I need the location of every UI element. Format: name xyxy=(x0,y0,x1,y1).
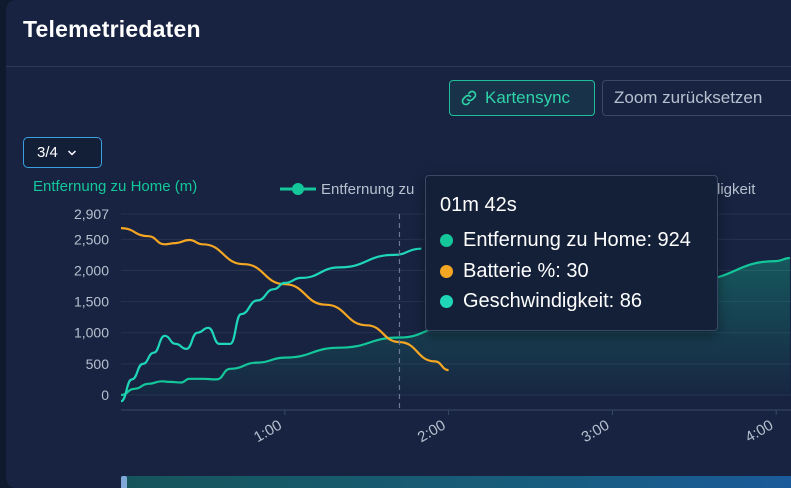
x-tick-label: 4:00 xyxy=(742,417,776,446)
y-axis-label: Entfernung zu Home (m) xyxy=(33,178,197,195)
link-icon xyxy=(461,90,477,106)
legend-label-distance: Entfernung zu xyxy=(321,181,414,198)
y-tick-label: 1,000 xyxy=(74,325,109,341)
tooltip-text-speed: Geschwindigkeit: 86 xyxy=(463,290,642,312)
x-tick-label: 1:00 xyxy=(251,417,285,446)
tooltip-row-speed: Geschwindigkeit: 86 xyxy=(440,290,642,313)
y-tick-label: 2,000 xyxy=(74,262,109,278)
chart-tooltip: 01m 42s Entfernung zu Home: 924 Batterie… xyxy=(425,175,718,331)
map-sync-button[interactable]: Kartensync xyxy=(449,80,595,116)
map-sync-label: Kartensync xyxy=(485,88,571,107)
reset-zoom-button[interactable]: Zoom zurücksetzen xyxy=(602,80,791,116)
tooltip-time: 01m 42s xyxy=(440,194,517,216)
reset-zoom-label: Zoom zurücksetzen xyxy=(614,88,763,107)
chevron-down-icon xyxy=(67,149,76,156)
panel-header: Telemetriedaten xyxy=(6,0,791,67)
legend-label-speed: digkeit xyxy=(712,181,756,198)
tooltip-text-battery: Batterie %: 30 xyxy=(463,260,589,282)
y-tick-label: 0 xyxy=(101,387,109,403)
x-tick-label: 3:00 xyxy=(579,417,613,446)
x-axis-ticks: 1:00 2:00 3:00 4:00 xyxy=(251,410,777,446)
y-tick-label: 1,500 xyxy=(74,294,109,310)
brush-range[interactable] xyxy=(124,476,791,488)
y-tick-label: 2,907 xyxy=(74,206,109,222)
chart-legend[interactable]: Entfernung zu digkeit xyxy=(280,181,756,198)
y-axis-ticks: 2,907 2,500 2,000 1,500 1,000 500 0 xyxy=(74,206,109,403)
panel-title: Telemetriedaten xyxy=(23,16,201,42)
legend-marker-distance xyxy=(292,183,304,195)
tooltip-dot-distance xyxy=(440,234,453,247)
series-line-geschwindigkeit xyxy=(120,247,422,403)
chart-page-value: 3/4 xyxy=(37,144,58,161)
y-tick-label: 2,500 xyxy=(74,231,109,247)
x-tick-label: 2:00 xyxy=(415,417,449,446)
y-tick-label: 500 xyxy=(86,356,110,372)
tooltip-row-battery: Batterie %: 30 xyxy=(440,260,589,283)
chart-page-select[interactable]: 3/4 xyxy=(23,137,102,168)
brush-navigator[interactable] xyxy=(121,476,791,488)
tooltip-text-distance: Entfernung zu Home: 924 xyxy=(463,229,691,251)
tooltip-dot-speed xyxy=(440,295,453,308)
brush-handle-left[interactable] xyxy=(121,476,127,488)
tooltip-dot-battery xyxy=(440,265,453,278)
tooltip-row-distance: Entfernung zu Home: 924 xyxy=(440,229,691,252)
